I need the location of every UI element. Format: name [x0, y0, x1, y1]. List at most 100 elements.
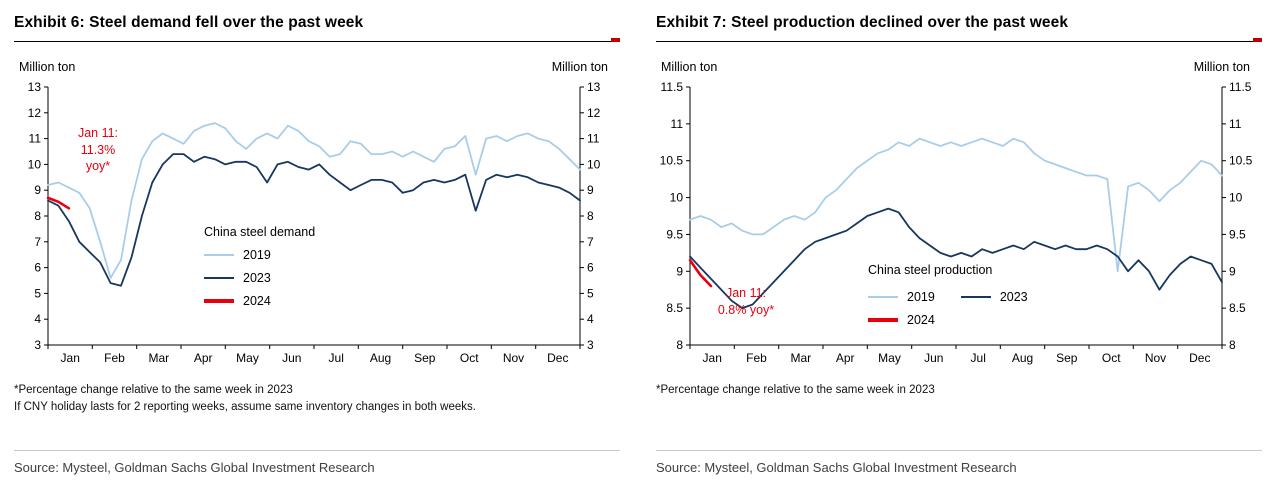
svg-text:5: 5	[587, 286, 594, 300]
svg-text:Feb: Feb	[746, 351, 767, 365]
svg-text:Nov: Nov	[503, 351, 524, 365]
footnote-line: *Percentage change relative to the same …	[14, 384, 293, 396]
legend-label: 2023	[999, 290, 1028, 304]
footnote-line: *Percentage change relative to the same …	[656, 384, 935, 396]
legend-item-2019: 2019	[868, 290, 935, 304]
series-2023-swatch-icon	[960, 295, 991, 299]
svg-text:Jul: Jul	[971, 351, 986, 365]
title-rule	[14, 38, 620, 42]
svg-text:10.5: 10.5	[660, 154, 684, 168]
svg-text:Apr: Apr	[836, 351, 855, 365]
exhibit-6-title: Exhibit 6: Steel demand fell over the pa…	[14, 14, 364, 31]
svg-text:8: 8	[676, 338, 683, 352]
svg-text:Jun: Jun	[282, 351, 301, 365]
svg-text:11.5: 11.5	[661, 80, 684, 94]
legend-row: 2019 2023	[868, 281, 1028, 304]
left-axis-unit-label: Million ton	[661, 60, 718, 74]
svg-text:7: 7	[34, 235, 41, 249]
annotation-line: yoy*	[85, 159, 111, 173]
svg-text:10: 10	[1229, 191, 1243, 205]
legend-label: 2023	[243, 271, 271, 285]
title-rule	[656, 38, 1262, 42]
svg-text:10: 10	[670, 191, 684, 205]
footnotes: *Percentage change relative to the same …	[656, 382, 1262, 399]
annotation-line: Jan 11:	[77, 126, 119, 140]
svg-text:11.5: 11.5	[1229, 80, 1252, 94]
legend-item-2024: 2024	[868, 313, 1028, 327]
footnotes: *Percentage change relative to the same …	[14, 382, 620, 415]
series-2024-swatch-icon	[868, 318, 898, 322]
svg-text:Aug: Aug	[1012, 351, 1033, 365]
left-axis-unit-label: Million ton	[19, 60, 76, 74]
source-line: Source: Mysteel, Goldman Sachs Global In…	[14, 450, 620, 475]
yoy-annotation: Jan 11: 11.3% yoy*	[66, 125, 130, 175]
svg-text:Feb: Feb	[104, 351, 125, 365]
svg-text:13: 13	[587, 80, 601, 94]
svg-text:9.5: 9.5	[1229, 227, 1246, 241]
chart-legend: China steel demand 2019 2023 2024	[204, 225, 315, 308]
svg-text:4: 4	[587, 312, 594, 326]
svg-text:11: 11	[587, 132, 600, 146]
svg-text:3: 3	[587, 338, 594, 352]
exhibit-7-title: Exhibit 7: Steel production declined ove…	[656, 14, 1069, 31]
svg-text:Oct: Oct	[460, 351, 479, 365]
svg-text:10: 10	[28, 157, 42, 171]
svg-text:Nov: Nov	[1145, 351, 1166, 365]
svg-text:11: 11	[1229, 117, 1242, 131]
svg-text:3: 3	[34, 338, 41, 352]
svg-text:Dec: Dec	[1189, 351, 1210, 365]
svg-text:Mar: Mar	[790, 351, 811, 365]
series-2023-swatch-icon	[204, 276, 234, 280]
svg-text:Mar: Mar	[148, 351, 169, 365]
axis-unit-row: Million ton Million ton	[656, 60, 1262, 74]
svg-text:8: 8	[587, 209, 594, 223]
right-axis-unit-label: Million ton	[551, 60, 608, 74]
svg-text:7: 7	[587, 235, 594, 249]
legend-item-2019: 2019	[204, 248, 315, 262]
annotation-line: 11.3%	[80, 142, 116, 157]
svg-text:9: 9	[676, 264, 683, 278]
svg-text:9: 9	[587, 183, 594, 197]
svg-text:Apr: Apr	[194, 351, 213, 365]
series-2024-swatch-icon	[204, 299, 234, 303]
title-rule-red-tab-icon	[1253, 38, 1262, 42]
legend-item-2024: 2024	[204, 294, 315, 308]
svg-text:8.5: 8.5	[1229, 301, 1246, 315]
legend-label: 2024	[243, 294, 271, 308]
svg-text:6: 6	[587, 261, 594, 275]
series-2019-swatch-icon	[868, 295, 898, 299]
axis-unit-row: Million ton Million ton	[14, 60, 620, 74]
svg-text:9: 9	[1229, 264, 1236, 278]
series-2019-swatch-icon	[204, 253, 234, 257]
footnote-line: If CNY holiday lasts for 2 reporting wee…	[14, 400, 476, 413]
svg-text:May: May	[236, 351, 259, 365]
svg-text:Jun: Jun	[924, 351, 943, 365]
svg-text:9.5: 9.5	[666, 227, 683, 241]
steel-demand-line-chart: 13 13 12 12 11 11 10 10 9 9 8 8 7 7 6 6 5 5 4 4 3 3 Jan Feb Mar A…	[28, 80, 601, 365]
svg-text:Oct: Oct	[1102, 351, 1121, 365]
legend-title: China steel production	[868, 263, 993, 277]
svg-text:12: 12	[587, 106, 601, 120]
source-line: Source: Mysteel, Goldman Sachs Global In…	[656, 450, 1262, 475]
yoy-annotation: Jan 11: 0.8% yoy*	[702, 285, 790, 318]
annotation-line: Jan 11:	[725, 286, 767, 300]
annotation-line: 0.8% yoy*	[717, 302, 775, 317]
svg-text:13: 13	[28, 80, 42, 94]
svg-text:5: 5	[34, 286, 41, 300]
svg-text:10.5: 10.5	[1229, 154, 1253, 168]
svg-text:9: 9	[34, 183, 41, 197]
svg-text:11: 11	[671, 117, 684, 131]
svg-text:11: 11	[29, 132, 42, 146]
svg-text:Sep: Sep	[414, 351, 436, 365]
svg-text:Dec: Dec	[547, 351, 568, 365]
legend-label: 2019	[907, 290, 935, 304]
right-axis-unit-label: Million ton	[1193, 60, 1250, 74]
title-rule-red-tab-icon	[611, 38, 620, 42]
svg-text:Jan: Jan	[703, 351, 722, 365]
legend-item-2023: 2023	[960, 290, 1028, 304]
svg-text:10: 10	[587, 157, 601, 171]
chart-legend: China steel production 2019 2023 2024	[868, 263, 1028, 327]
svg-text:4: 4	[34, 312, 41, 326]
exhibit-7-panel: Exhibit 7: Steel production declined ove…	[656, 0, 1262, 485]
